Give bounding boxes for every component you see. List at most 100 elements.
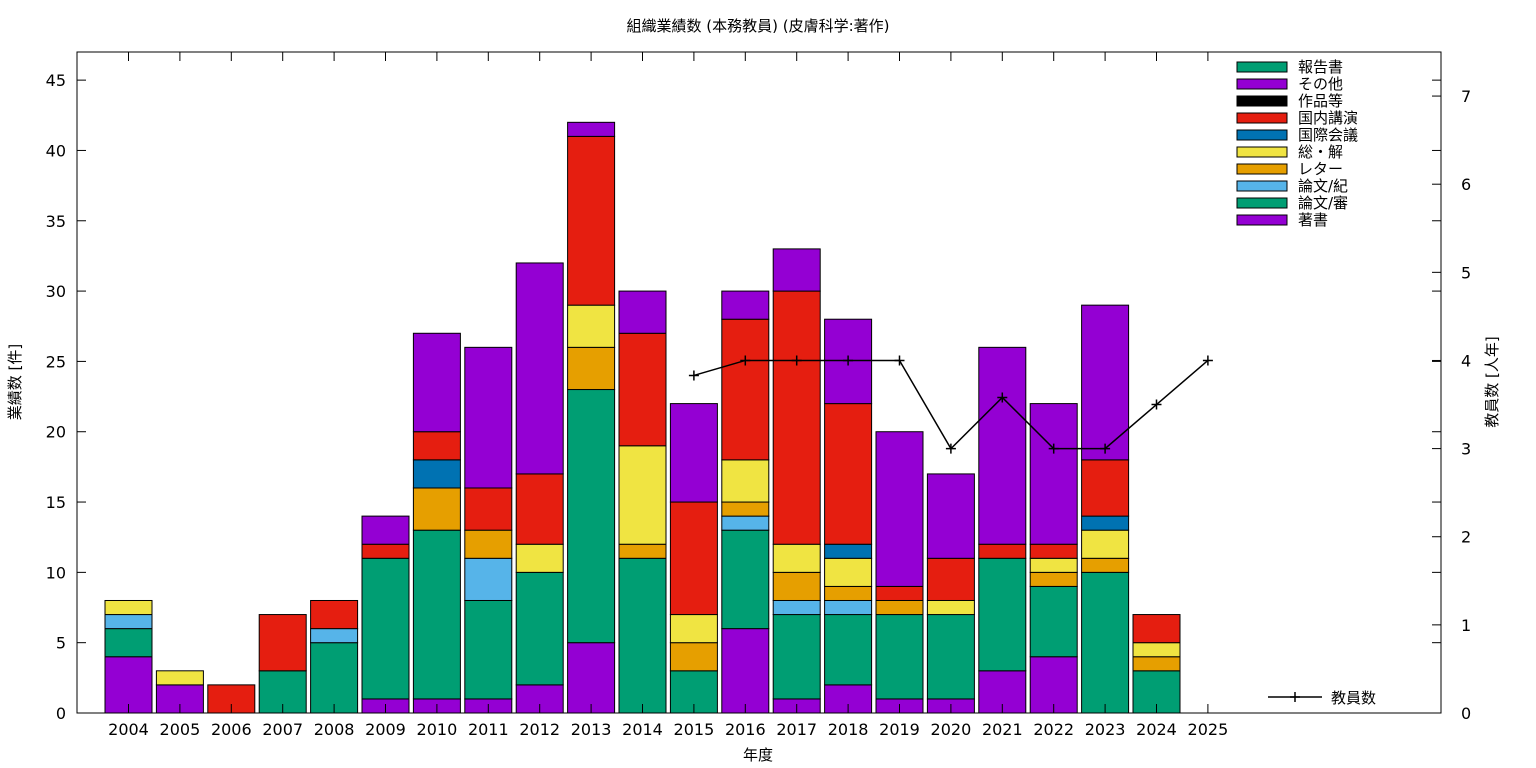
legend-label: 著書	[1298, 211, 1328, 229]
y-tick-label: 20	[46, 423, 66, 442]
bar-segment	[412, 459, 461, 489]
legend-label: 論文/紀	[1298, 177, 1348, 195]
x-tick-label: 2015	[674, 720, 715, 739]
right-axis: 0 1 2 3 4 5 6 7	[1432, 87, 1471, 723]
bar-segment	[464, 346, 513, 489]
x-tick-label: 2010	[417, 720, 458, 739]
bar-segment	[567, 642, 616, 714]
bar-segment	[978, 346, 1027, 545]
x-tick-label: 2011	[468, 720, 509, 739]
y2-tick-label: 0	[1461, 704, 1471, 723]
y2-tick-label: 2	[1461, 528, 1471, 547]
left-axis: 0 5 10 15 20 25 30 35 40 45	[46, 71, 1441, 723]
bars-layer	[104, 121, 1181, 714]
legend-swatch	[1236, 129, 1288, 141]
legend-label: 報告書	[1298, 58, 1343, 76]
bar-segment	[104, 599, 153, 616]
bar-segment	[772, 290, 821, 545]
bar-segment	[1132, 642, 1181, 658]
bar-segment	[875, 614, 924, 700]
x-tick-label: 2025	[1188, 720, 1229, 739]
bar-segment	[1029, 403, 1078, 545]
bar-segment	[361, 557, 410, 700]
x-tick-label: 2004	[108, 720, 149, 739]
staff-point	[1151, 399, 1162, 410]
staff-line	[693, 359, 1209, 450]
bar-segment	[824, 614, 873, 686]
bar-segment	[721, 628, 770, 714]
x-tick-label: 2024	[1136, 720, 1177, 739]
staff-point	[843, 355, 854, 366]
x-tick-label: 2022	[1033, 720, 1074, 739]
bar-segment	[258, 614, 307, 672]
staff-point	[688, 370, 699, 381]
bar-segment	[824, 585, 873, 601]
bar-segment	[464, 557, 513, 601]
bar-segment	[721, 290, 770, 320]
bar-segment	[669, 501, 718, 616]
staff-point	[997, 392, 1008, 403]
y-tick-label: 35	[46, 212, 66, 231]
bar-segment	[515, 473, 564, 545]
x-tick-label: 2012	[519, 720, 560, 739]
bar-segment	[1081, 515, 1130, 531]
bar-segment	[412, 487, 461, 531]
bar-segment	[926, 557, 975, 601]
bar-segment	[978, 557, 1027, 672]
bar-segment	[1081, 529, 1130, 559]
staff-point	[1048, 443, 1059, 454]
legend-label: 作品等	[1298, 92, 1343, 110]
legend-swatch	[1236, 61, 1288, 73]
bar-segment	[412, 431, 461, 461]
bar-segment	[104, 628, 153, 658]
bar-segment	[618, 332, 667, 447]
bar-segment	[772, 543, 821, 573]
bar-segment	[1029, 571, 1078, 587]
bar-segment	[772, 248, 821, 292]
bar-segment	[618, 445, 667, 545]
bar-segment	[1029, 557, 1078, 573]
bar-segment	[567, 121, 616, 137]
bar-segment	[155, 670, 204, 686]
legend-label: 論文/審	[1298, 194, 1348, 212]
x-tick-label: 2008	[314, 720, 355, 739]
bar-segment	[772, 599, 821, 616]
bar-segment	[978, 543, 1027, 559]
x-tick-label: 2007	[262, 720, 303, 739]
legend-label: 総・解	[1298, 143, 1343, 161]
legend-label: レター	[1298, 160, 1343, 178]
x-tick-label: 2006	[211, 720, 252, 739]
legend-label: 国内講演	[1298, 109, 1358, 127]
legend-swatch	[1236, 112, 1288, 124]
bar-segment	[721, 515, 770, 531]
legend-swatch	[1236, 214, 1288, 226]
bar-segment	[618, 290, 667, 334]
legend-swatch	[1236, 180, 1288, 192]
legend-swatch	[1236, 146, 1288, 158]
bar-segment	[464, 529, 513, 559]
legend-swatch	[1236, 95, 1288, 107]
bar-segment	[824, 403, 873, 545]
staff-line-layer	[688, 355, 1213, 454]
y2-tick-label: 3	[1461, 440, 1471, 459]
x-tick-label: 2018	[828, 720, 869, 739]
bar-segment	[104, 614, 153, 630]
staff-point	[1100, 443, 1111, 454]
bar-segment	[1029, 543, 1078, 559]
x-tick-label: 2005	[160, 720, 201, 739]
y-tick-label: 40	[46, 141, 66, 160]
bar-segment	[1081, 304, 1130, 461]
bar-segment	[875, 585, 924, 601]
bar-segment	[721, 318, 770, 461]
bar-segment	[567, 389, 616, 644]
line-legend-label: 教員数	[1331, 689, 1376, 707]
legend-swatch	[1236, 163, 1288, 175]
bar-segment	[310, 642, 359, 714]
y-tick-label: 15	[46, 493, 66, 512]
bar-segment	[361, 543, 410, 559]
y2-tick-label: 4	[1461, 351, 1471, 370]
x-tick-label: 2017	[776, 720, 817, 739]
legend-swatch	[1236, 78, 1288, 90]
bar-segment	[1081, 459, 1130, 517]
